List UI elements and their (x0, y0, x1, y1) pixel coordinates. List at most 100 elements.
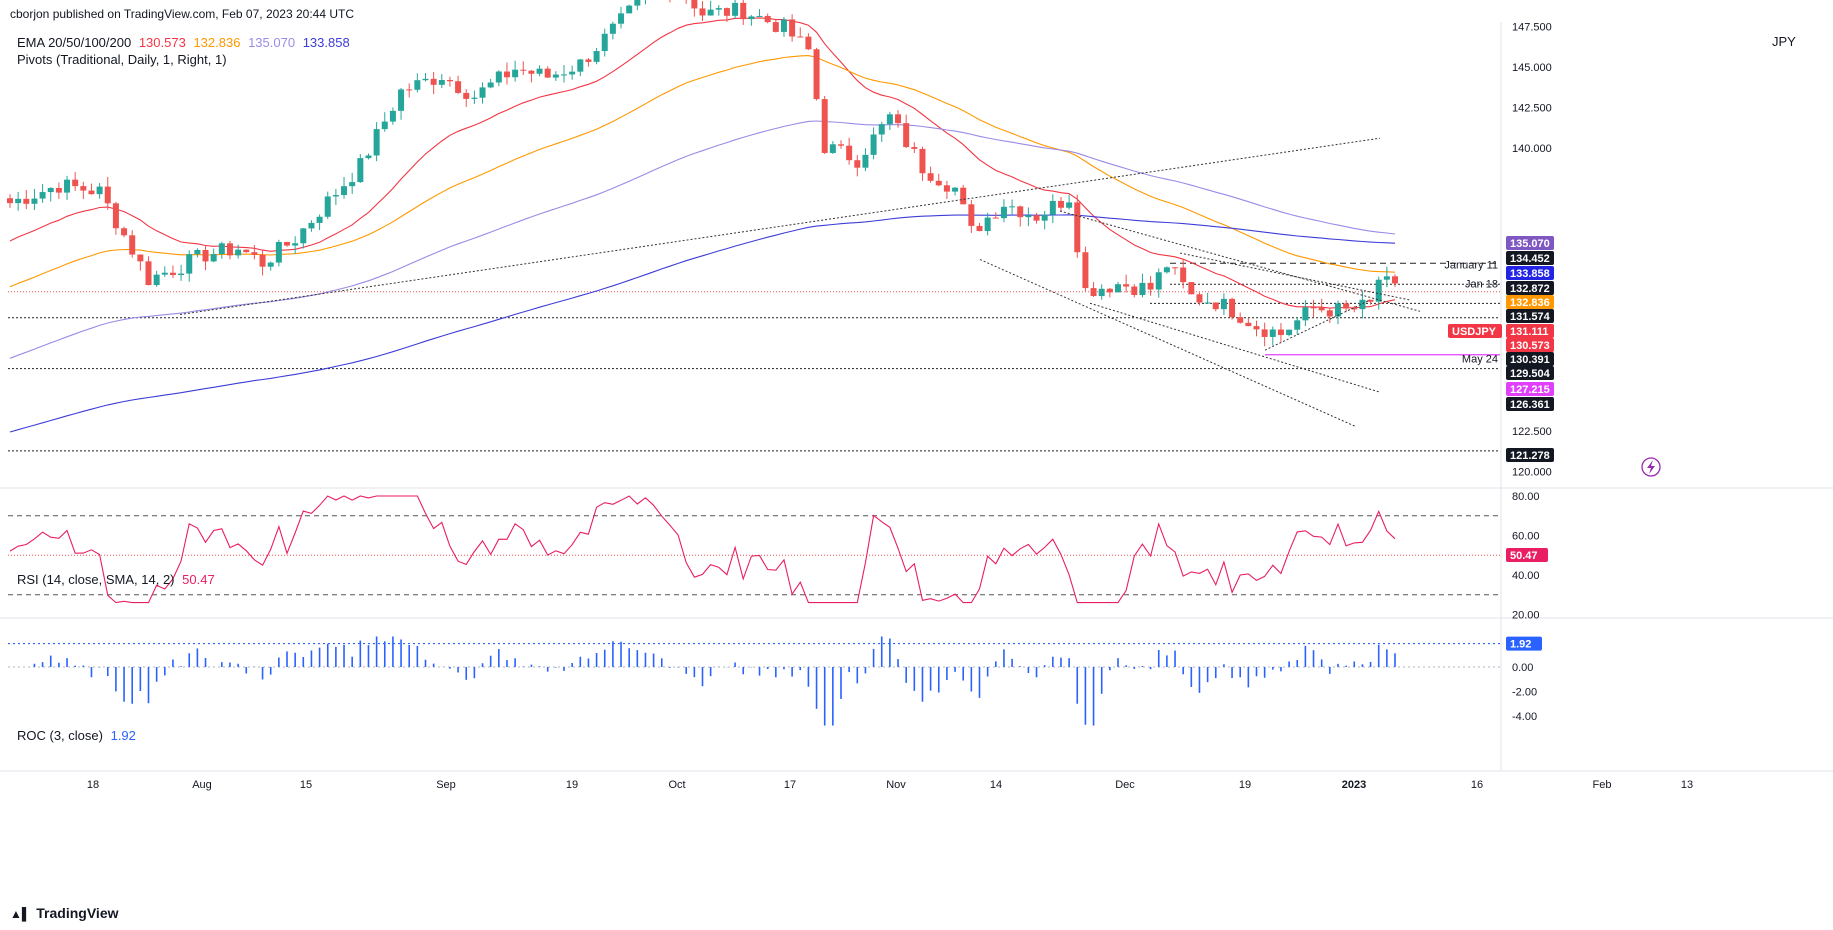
candle-body (561, 74, 567, 76)
candle (1123, 274, 1130, 293)
candle-body (732, 2, 739, 16)
candle (512, 60, 519, 82)
candle-body (756, 15, 763, 17)
candle-body (1318, 307, 1325, 311)
candle-body (121, 228, 128, 236)
price-label-ema100: 135.070 (1506, 236, 1554, 250)
pivots-legend[interactable]: Pivots (Traditional, Daily, 1, Right, 1) (17, 52, 227, 67)
time-tick: 2023 (1342, 779, 1366, 791)
rsi-tick: 60.00 (1512, 531, 1540, 543)
rsi-legend[interactable]: RSI (14, close, SMA, 14, 2) 50.47 (17, 572, 215, 587)
candle-body (1000, 206, 1007, 219)
candle (764, 13, 771, 24)
candle-body (88, 190, 95, 195)
candle-body (1310, 307, 1317, 309)
candle-body (960, 187, 967, 205)
rsi-tick: 20.00 (1512, 610, 1540, 622)
candle (194, 248, 201, 258)
candle-body (1269, 329, 1276, 337)
candle (316, 214, 323, 231)
roc-last-text: 1.92 (1510, 639, 1531, 651)
candle (1131, 284, 1138, 298)
price-label-text: 134.452 (1510, 253, 1550, 265)
price-label-box (1506, 352, 1554, 366)
candle-body (1115, 284, 1121, 293)
candle-body (471, 97, 478, 99)
candle (1074, 194, 1081, 258)
candle (805, 33, 812, 51)
candle (1082, 246, 1089, 292)
candle-body (1025, 215, 1032, 218)
candle-body (406, 89, 413, 91)
candle (169, 265, 176, 278)
candle (1180, 259, 1187, 289)
candle (324, 191, 331, 219)
ema-legend[interactable]: EMA 20/50/100/200 130.573 132.836 135.07… (17, 35, 350, 50)
candle (618, 6, 625, 29)
candle (1375, 276, 1382, 310)
price-label-pivot: 129.504 (1506, 366, 1554, 380)
candle (398, 87, 405, 120)
candle (577, 58, 584, 77)
annotation-jan-18: Jan 18 (1465, 278, 1498, 290)
candle-body (870, 134, 877, 155)
candle (715, 5, 722, 16)
roc-last-label: 1.92 (1506, 636, 1542, 651)
candle (797, 27, 804, 38)
rsi-last-text: 50.47 (1510, 550, 1538, 562)
candle-body (259, 254, 266, 267)
candle (1261, 322, 1268, 347)
annotation-january-11: January 11 (1444, 259, 1498, 271)
candle (846, 137, 853, 165)
candle-body (878, 124, 885, 135)
tradingview-logo[interactable]: ▲▌ TradingView (10, 905, 119, 921)
candle-body (210, 254, 217, 262)
candle (178, 264, 185, 281)
candle-body (1245, 322, 1252, 327)
candle-body (1351, 308, 1358, 310)
candle-body (1017, 206, 1024, 218)
candle (300, 228, 307, 249)
candle-body (813, 49, 820, 100)
candle-body (398, 89, 405, 111)
candle (1009, 199, 1016, 215)
candle (1172, 267, 1179, 275)
time-tick: Aug (192, 779, 212, 791)
candle-body (699, 8, 706, 16)
time-tick: 16 (1471, 779, 1483, 791)
candle (520, 61, 527, 75)
candle (911, 142, 918, 153)
candle-body (593, 51, 600, 62)
candle-body (585, 59, 592, 62)
candle-body (1131, 286, 1138, 295)
candle (1139, 273, 1146, 298)
price-tick: 142.500 (1512, 102, 1552, 114)
candle-body (1277, 329, 1284, 336)
candle (862, 148, 869, 172)
candle (487, 78, 494, 89)
candle (1147, 275, 1154, 296)
candle-body (503, 71, 510, 78)
candle-body (446, 80, 453, 82)
candle (1212, 302, 1219, 312)
candle (813, 47, 820, 101)
candle-body (1123, 284, 1130, 287)
price-label-text: 130.391 (1510, 354, 1550, 366)
candle (1098, 284, 1105, 300)
candle (129, 230, 136, 258)
candle-body (430, 78, 437, 85)
candle-body (512, 69, 519, 78)
ema100-line (9, 120, 1396, 359)
candle (161, 266, 168, 277)
candle-body (349, 182, 356, 187)
candle (284, 241, 290, 247)
candle-body (577, 59, 584, 72)
candle (691, 0, 698, 17)
candle-body (55, 187, 62, 193)
roc-legend[interactable]: ROC (3, close) 1.92 (17, 728, 136, 743)
candle (1000, 199, 1007, 223)
candle (789, 14, 796, 42)
time-tick: Oct (668, 779, 685, 791)
candle-body (300, 228, 307, 244)
